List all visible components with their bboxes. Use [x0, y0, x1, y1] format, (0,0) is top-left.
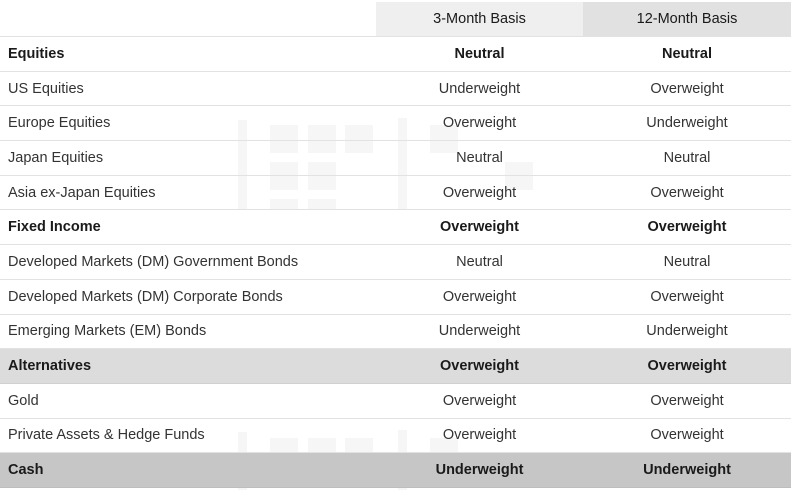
row-label: Developed Markets (DM) Government Bonds — [8, 253, 299, 270]
table-group-row: Alternatives Overweight Overweight — [0, 349, 791, 384]
row-3-month-value: Overweight — [440, 358, 519, 375]
row-3-month-value: Neutral — [456, 149, 503, 166]
row-12-month-value: Overweight — [647, 219, 727, 236]
row-12-month-value: Neutral — [663, 149, 711, 166]
row-3-month-value: Overweight — [442, 392, 517, 409]
row-label: Fixed Income — [8, 219, 101, 236]
row-3-month-value: Underweight — [438, 323, 521, 340]
row-label: Gold — [8, 392, 39, 409]
table-body: Equities Neutral Neutral US Equities Underwe… — [0, 37, 791, 488]
table-row: Developed Markets (DM) Government Bonds N… — [0, 245, 791, 280]
row-3-month-value: Neutral — [456, 253, 503, 270]
header-blank-cell — [0, 2, 376, 36]
table-row: Japan Equities Neutral Neutral — [0, 141, 791, 176]
table-row: Emerging Markets (EM) Bonds Underweight Un… — [0, 315, 791, 350]
row-12-month-value: Underweight — [646, 323, 728, 340]
table-row: Europe Equities Overweight Underweight — [0, 106, 791, 142]
row-12-month-value: Overweight — [650, 184, 724, 201]
row-3-month-value: Underweight — [435, 462, 524, 479]
row-12-month-value: Overweight — [650, 80, 724, 97]
row-3-month-value: Overweight — [442, 427, 517, 444]
table-group-row: Cash Underweight Underweight — [0, 453, 791, 488]
row-12-month-value: Neutral — [663, 253, 711, 270]
row-3-month-value: Overweight — [440, 219, 519, 236]
row-3-month-value: Neutral — [454, 45, 505, 62]
row-label: Japan Equities — [8, 149, 104, 166]
table-row: Asia ex-Japan Equities Overweight Overweig… — [0, 176, 791, 211]
row-label: Equities — [8, 45, 65, 62]
row-label: Asia ex-Japan Equities — [8, 184, 156, 201]
table-row: Gold Overweight Overweight — [0, 384, 791, 419]
row-label: Developed Markets (DM) Corporate Bonds — [8, 288, 283, 305]
row-12-month-value: Underweight — [643, 462, 731, 479]
header-3-month: 3-Month Basis — [376, 2, 583, 36]
table-group-row: Fixed Income Overweight Overweight — [0, 210, 791, 246]
table-row: US Equities Underweight Overweight — [0, 72, 791, 107]
table-row: Private Assets & Hedge Funds Overweight Ov… — [0, 419, 791, 454]
row-12-month-value: Overweight — [650, 427, 724, 444]
table-header-row: 3-Month Basis 12-Month Basis — [0, 2, 791, 37]
row-12-month-value: Overweight — [650, 392, 724, 409]
row-3-month-value: Overweight — [442, 184, 517, 201]
row-3-month-value: Overweight — [442, 288, 517, 305]
row-label: US Equities — [8, 80, 84, 97]
row-label: Alternatives — [8, 358, 92, 375]
table-row: Developed Markets (DM) Corporate Bonds Ov… — [0, 280, 791, 315]
row-12-month-value: Overweight — [647, 358, 727, 375]
row-12-month-value: Overweight — [650, 288, 724, 305]
row-label: Emerging Markets (EM) Bonds — [8, 323, 207, 340]
table-group-row: Equities Neutral Neutral — [0, 37, 791, 72]
row-label: Private Assets & Hedge Funds — [8, 427, 205, 444]
row-3-month-value: Underweight — [438, 80, 521, 97]
row-3-month-value: Overweight — [442, 115, 517, 132]
row-12-month-value: Neutral — [662, 45, 712, 62]
row-label: Europe Equities — [8, 115, 111, 132]
row-12-month-value: Underweight — [646, 115, 728, 132]
header-12-month: 12-Month Basis — [583, 2, 791, 36]
row-label: Cash — [8, 462, 44, 479]
